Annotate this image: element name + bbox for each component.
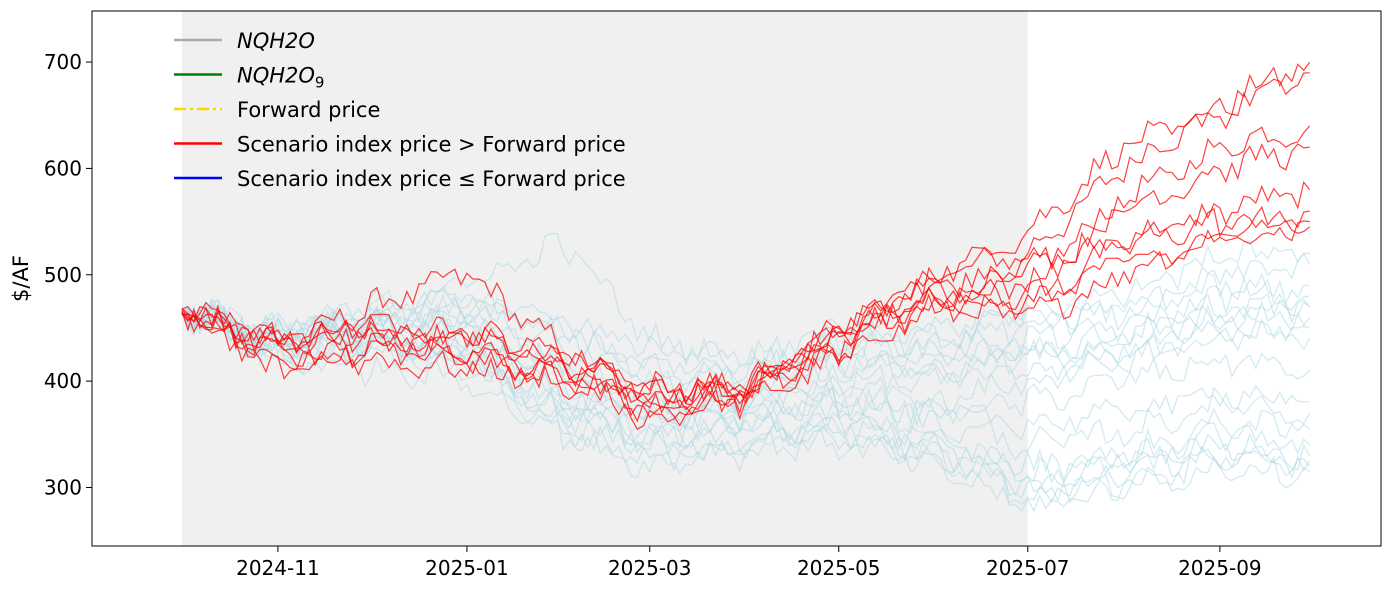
y-tick-label: 700 xyxy=(44,50,82,74)
series-line-23 xyxy=(181,298,1311,482)
legend-label: NQH2O xyxy=(237,29,315,53)
series-line-16 xyxy=(181,309,1311,513)
series-group-at-or-below-forward xyxy=(181,232,1311,513)
shaded-period xyxy=(181,11,1028,546)
series-line-12 xyxy=(181,272,1310,398)
legend-label: NQH2O9 xyxy=(237,64,324,92)
legend: NQH2O NQH2O9 Forward price Scenario index p… xyxy=(174,29,626,191)
y-axis-label: $/AF xyxy=(9,255,33,302)
axes-border xyxy=(91,10,1382,547)
y-tick-label: 500 xyxy=(44,263,82,287)
series-line-24 xyxy=(181,240,1310,375)
shaded-region xyxy=(181,11,1028,546)
series-line-6 xyxy=(181,207,1311,431)
series-line-1 xyxy=(181,61,1311,403)
series-line-7 xyxy=(181,143,1310,415)
series-line-25 xyxy=(181,307,1311,429)
series-line-4 xyxy=(181,205,1310,427)
y-axis-ticks: 300 400 500 600 700 xyxy=(44,50,92,500)
x-tick-label: 2025-01 xyxy=(425,556,509,580)
series-line-9 xyxy=(181,304,1311,485)
x-tick-label: 2025-03 xyxy=(608,556,692,580)
legend-label: Forward price xyxy=(237,98,380,122)
x-tick-label: 2024-11 xyxy=(236,556,320,580)
y-tick-label: 600 xyxy=(44,156,82,180)
legend-label: Scenario index price > Forward price xyxy=(237,133,626,157)
y-tick-label: 300 xyxy=(44,476,82,500)
x-axis-ticks: 2024-11 2025-01 2025-03 2025-05 2025-07 2025-… xyxy=(236,546,1262,580)
series-line-3 xyxy=(181,180,1311,406)
series-group-above-forward xyxy=(181,61,1311,431)
series-line-21 xyxy=(181,308,1311,504)
legend-label: Scenario index price ≤ Forward price xyxy=(237,167,626,191)
series-line-17 xyxy=(181,232,1311,384)
y-tick-label: 400 xyxy=(44,369,82,393)
x-tick-label: 2025-05 xyxy=(797,556,881,580)
x-tick-label: 2025-07 xyxy=(986,556,1070,580)
series-line-8 xyxy=(181,220,1310,423)
x-tick-label: 2025-09 xyxy=(1178,556,1262,580)
axes-frame xyxy=(91,10,1382,547)
